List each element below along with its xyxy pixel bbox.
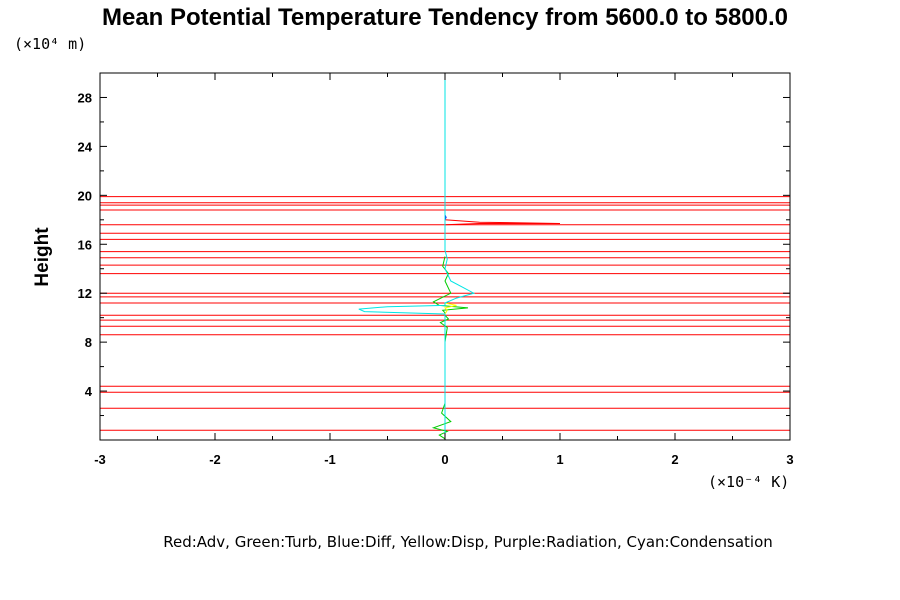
x-tick-label: 0 [441,452,448,467]
condensation-series-line [358,73,476,440]
y-axis-label: Height [32,227,53,287]
y-tick-label: 20 [78,188,92,203]
adv-series-line [444,213,561,230]
x-tick-label: -2 [209,452,221,467]
x-tick-label: -1 [324,452,336,467]
series-layer [100,73,790,440]
y-tick-label: 24 [78,139,93,154]
y-tick-label: 12 [78,286,92,301]
x-tick-label: 1 [556,452,563,467]
x-tick-label: 2 [671,452,678,467]
disp-series-line [444,302,457,315]
y-tick-label: 28 [78,90,92,105]
y-tick-label: 16 [78,237,92,252]
plot-frame [99,72,791,441]
turb-series-line [431,256,469,440]
y-unit-label: (×10⁴ m) [14,35,86,53]
y-tick-label: 4 [85,384,93,399]
chart-title: Mean Potential Temperature Tendency from… [102,4,788,31]
legend-text: Red:Adv, Green:Turb, Blue:Diff, Yellow:D… [163,533,773,551]
x-tick-label: 3 [786,452,793,467]
x-unit-label: (×10⁻⁴ K) [708,473,789,491]
x-tick-label: -3 [94,452,106,467]
y-tick-label: 8 [85,335,92,350]
